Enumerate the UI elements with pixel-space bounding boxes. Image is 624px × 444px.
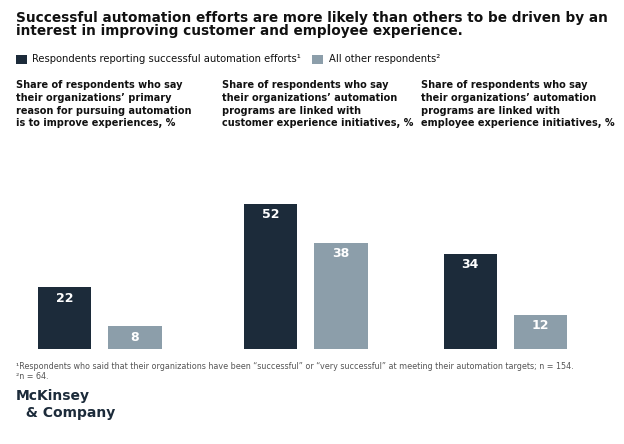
Text: & Company: & Company [16, 406, 115, 420]
Text: 22: 22 [56, 292, 74, 305]
Text: 12: 12 [532, 319, 549, 333]
Text: All other respondents²: All other respondents² [329, 55, 440, 64]
Bar [444, 254, 497, 349]
Text: 52: 52 [262, 208, 280, 222]
Text: Successful automation efforts are more likely than others to be driven by an: Successful automation efforts are more l… [16, 11, 608, 25]
Text: ²n = 64.: ²n = 64. [16, 372, 48, 381]
Bar [244, 204, 297, 349]
Text: 38: 38 [332, 247, 349, 260]
Bar [514, 315, 567, 349]
Text: Share of respondents who say
their organizations’ automation
programs are linked: Share of respondents who say their organ… [222, 80, 413, 128]
Bar [38, 288, 92, 349]
Bar [314, 243, 368, 349]
Bar [109, 326, 162, 349]
Text: ¹Respondents who said that their organizations have been “successful” or “very s: ¹Respondents who said that their organiz… [16, 362, 573, 371]
Text: interest in improving customer and employee experience.: interest in improving customer and emplo… [16, 24, 462, 39]
Text: 34: 34 [462, 258, 479, 271]
Text: Respondents reporting successful automation efforts¹: Respondents reporting successful automat… [32, 55, 301, 64]
Text: Share of respondents who say
their organizations’ automation
programs are linked: Share of respondents who say their organ… [421, 80, 615, 128]
Text: 8: 8 [130, 330, 139, 344]
Text: Share of respondents who say
their organizations’ primary
reason for pursuing au: Share of respondents who say their organ… [16, 80, 191, 128]
Text: McKinsey: McKinsey [16, 388, 90, 403]
